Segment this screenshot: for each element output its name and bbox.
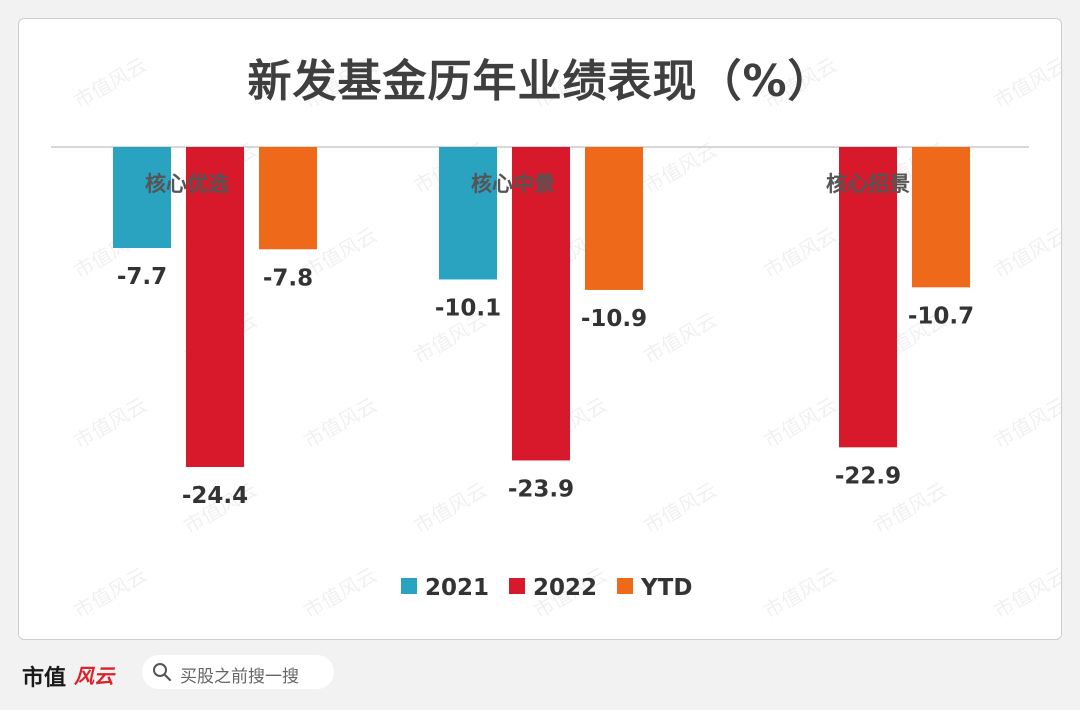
data-label: -7.7 bbox=[117, 264, 167, 290]
search-box[interactable]: 买股之前搜一搜 bbox=[142, 655, 334, 689]
watermark-text: 市值风云 bbox=[300, 393, 381, 454]
data-label: -24.4 bbox=[182, 483, 248, 509]
bar-YTD-2 bbox=[912, 147, 970, 288]
legend-swatch bbox=[509, 578, 525, 594]
data-label: -22.9 bbox=[835, 463, 901, 489]
data-label: -10.9 bbox=[581, 306, 647, 332]
bar-2021-1 bbox=[439, 147, 497, 280]
data-label: -10.7 bbox=[908, 303, 974, 329]
legend-label: YTD bbox=[640, 575, 692, 601]
legend-label: 2022 bbox=[533, 575, 597, 601]
bar-2022-0 bbox=[186, 147, 244, 467]
chart-title: 新发基金历年业绩表现（%） bbox=[247, 56, 833, 107]
search-icon bbox=[153, 663, 172, 682]
data-label: -10.1 bbox=[435, 295, 501, 321]
category-label: 核心招景 bbox=[826, 172, 910, 196]
bar-2022-2 bbox=[839, 147, 897, 448]
watermark-text: 市值风云 bbox=[990, 223, 1062, 284]
search-placeholder: 买股之前搜一搜 bbox=[180, 667, 299, 687]
watermark-text: 市值风云 bbox=[760, 393, 841, 454]
data-label: -7.8 bbox=[263, 265, 313, 291]
watermark-text: 市值风云 bbox=[990, 393, 1062, 454]
watermark-text: 市值风云 bbox=[300, 563, 381, 624]
watermark-text: 市值风云 bbox=[760, 223, 841, 284]
chart-card: 市值风云 市值风云 市值风云 市值风云 市值风云 市值风云 市值风云 市值风云 市值风云 市值风云… bbox=[18, 18, 1062, 640]
legend-label: 2021 bbox=[425, 575, 489, 601]
bar-2021-0 bbox=[113, 147, 171, 248]
legend-swatch bbox=[617, 578, 633, 594]
data-label: -23.9 bbox=[508, 476, 574, 502]
legend-swatch bbox=[401, 578, 417, 594]
watermark-text: 市值风云 bbox=[410, 478, 491, 539]
footer-bar: 市值 风云 买股之前搜一搜 bbox=[0, 640, 1080, 710]
bar-2022-1 bbox=[512, 147, 570, 461]
category-label: 核心优选 bbox=[145, 172, 229, 196]
watermark-text: 市值风云 bbox=[70, 563, 151, 624]
watermark-text: 市值风云 bbox=[760, 563, 841, 624]
bar-YTD-1 bbox=[585, 147, 643, 290]
category-label: 核心中景 bbox=[471, 172, 555, 196]
watermark-text: 市值风云 bbox=[640, 308, 721, 369]
watermark-text: 市值风云 bbox=[70, 393, 151, 454]
brand-logo-script: 风云 bbox=[74, 664, 114, 688]
watermark-text: 市值风云 bbox=[640, 478, 721, 539]
watermark-text: 市值风云 bbox=[990, 563, 1062, 624]
bar-YTD-0 bbox=[259, 147, 317, 250]
brand-logo-text: 市值 bbox=[22, 665, 67, 691]
